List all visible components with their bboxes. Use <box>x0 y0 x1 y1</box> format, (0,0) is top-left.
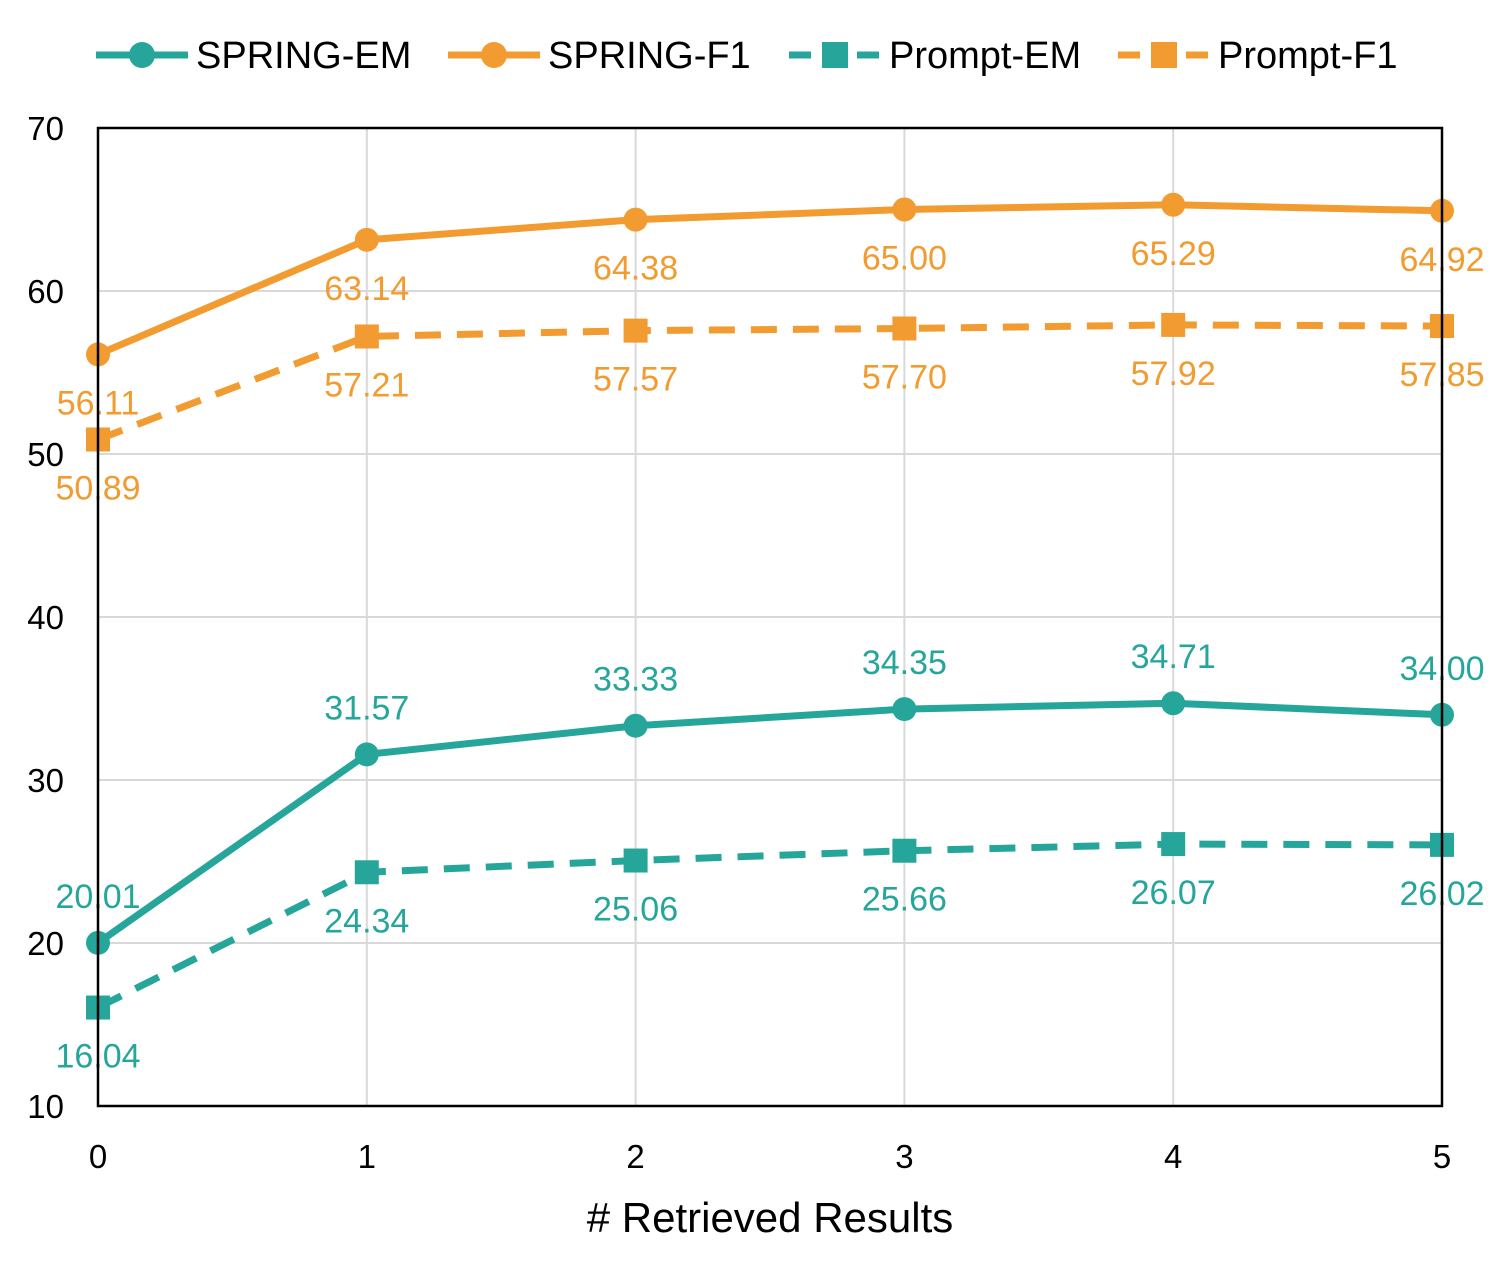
series-spring-em <box>86 691 1454 955</box>
legend-marker-prompt-em <box>822 42 848 68</box>
legend-item-spring-em: SPRING-EM <box>96 35 411 77</box>
y-tick-label: 20 <box>27 925 64 962</box>
data-label-spring-em: 34.71 <box>1131 638 1216 676</box>
series-prompt-f1 <box>86 312 1454 452</box>
legend-label-prompt-f1: Prompt-F1 <box>1218 35 1397 77</box>
data-point-prompt-em <box>1161 832 1186 857</box>
x-tick-label: 2 <box>626 1138 644 1175</box>
data-label-spring-f1: 65.29 <box>1131 235 1216 273</box>
data-label-prompt-em: 24.34 <box>324 902 409 940</box>
data-point-spring-em <box>354 742 379 767</box>
data-point-spring-f1 <box>623 207 648 232</box>
data-point-prompt-em <box>892 838 917 863</box>
x-tick-label: 3 <box>895 1138 913 1175</box>
data-point-spring-em <box>892 697 917 722</box>
y-tick-label: 10 <box>27 1088 64 1125</box>
legend-marker-spring-f1 <box>481 42 507 68</box>
data-point-prompt-f1 <box>1161 312 1186 337</box>
series-line-spring-em <box>95 699 1443 946</box>
y-tick-label: 70 <box>27 110 64 147</box>
gridlines <box>98 128 1442 1106</box>
y-tick-label: 30 <box>27 762 64 799</box>
data-point-spring-em <box>1161 691 1186 716</box>
legend-marker-spring-em <box>129 42 155 68</box>
data-point-spring-f1 <box>354 227 379 252</box>
y-tick-label: 60 <box>27 273 64 310</box>
data-label-prompt-f1: 57.70 <box>862 358 947 396</box>
legend: SPRING-EM SPRING-F1 Prompt-EM Prompt-F1 <box>96 35 1397 77</box>
data-label-prompt-em: 25.66 <box>862 881 947 919</box>
data-point-spring-f1 <box>1161 192 1186 217</box>
plot-frame <box>96 126 1444 1108</box>
x-tick-label: 5 <box>1433 1138 1451 1175</box>
data-point-prompt-f1 <box>892 316 917 341</box>
data-label-spring-em: 33.33 <box>593 661 678 699</box>
data-point-spring-em <box>623 713 648 738</box>
legend-item-prompt-f1: Prompt-F1 <box>1118 35 1397 77</box>
legend-marker-prompt-f1 <box>1151 42 1177 68</box>
data-label-spring-f1: 63.14 <box>324 270 409 308</box>
legend-label-spring-em: SPRING-EM <box>196 35 411 77</box>
data-point-prompt-f1 <box>623 318 648 343</box>
legend-item-spring-f1: SPRING-F1 <box>448 35 751 77</box>
x-tick-label: 4 <box>1164 1138 1182 1175</box>
data-label-spring-em: 34.35 <box>862 644 947 682</box>
data-label-spring-em: 31.57 <box>324 689 409 727</box>
x-tick-label: 0 <box>89 1138 107 1175</box>
data-label-prompt-em: 25.06 <box>593 891 678 929</box>
data-label-prompt-f1: 57.21 <box>324 366 409 404</box>
series-line-spring-f1 <box>96 201 1443 358</box>
y-tick-label: 40 <box>27 599 64 636</box>
series-spring-f1 <box>86 192 1454 367</box>
data-point-prompt-em <box>354 860 379 885</box>
data-point-prompt-em <box>623 848 648 873</box>
legend-item-prompt-em: Prompt-EM <box>789 35 1081 77</box>
data-label-prompt-f1: 57.57 <box>593 361 678 399</box>
series-lines <box>86 192 1454 1020</box>
data-point-spring-f1 <box>892 197 917 222</box>
data-point-prompt-f1 <box>354 324 379 349</box>
y-tick-label: 50 <box>27 436 64 473</box>
legend-label-spring-f1: SPRING-F1 <box>548 35 751 77</box>
series-line-prompt-em <box>96 840 1443 1011</box>
legend-label-prompt-em: Prompt-EM <box>889 35 1081 77</box>
x-tick-label: 1 <box>358 1138 376 1175</box>
data-label-prompt-em: 26.07 <box>1131 874 1216 912</box>
x-axis-title: # Retrieved Results <box>587 1194 954 1241</box>
data-label-prompt-f1: 57.92 <box>1131 355 1216 393</box>
data-label-spring-f1: 64.38 <box>593 250 678 288</box>
axes: 10 20 30 40 50 60 70 0 1 2 3 4 5 <box>27 110 1451 1175</box>
series-line-prompt-f1 <box>96 321 1443 443</box>
data-label-spring-f1: 65.00 <box>862 240 947 278</box>
series-prompt-em <box>86 832 1454 1020</box>
